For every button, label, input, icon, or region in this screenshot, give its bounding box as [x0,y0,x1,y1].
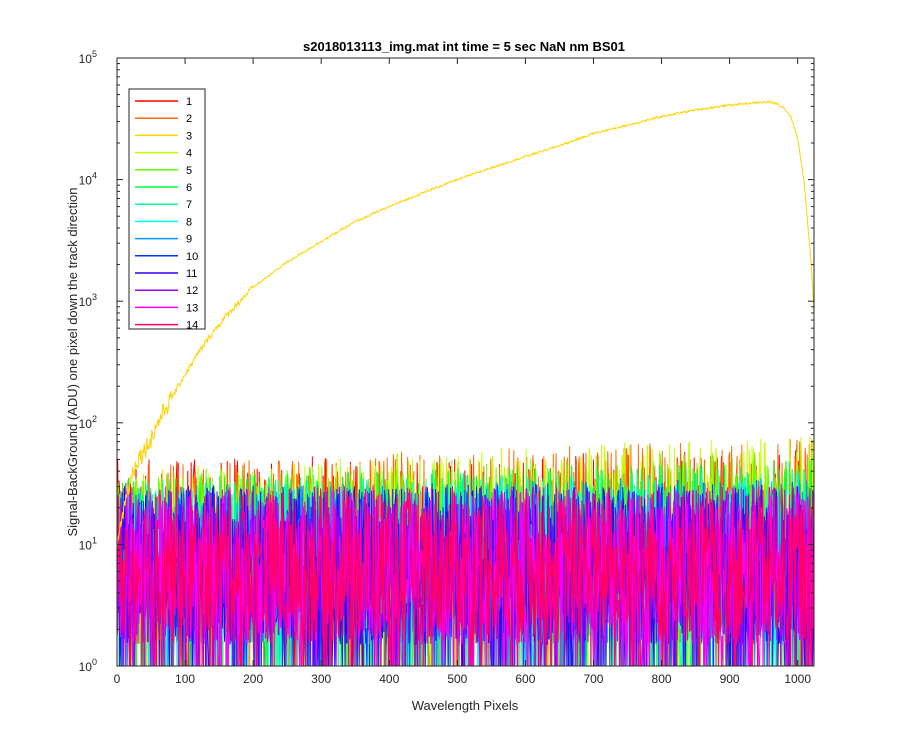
legend-entry-10: 10 [135,251,198,263]
x-tick-label-400: 400 [379,672,399,686]
legend-entry-9: 9 [135,234,192,246]
plot-area [116,57,815,667]
tick-layer [116,57,814,667]
x-axis-label: Wavelength Pixels [412,698,519,713]
x-tick-label-700: 700 [583,672,603,686]
legend-label-9: 9 [186,234,192,246]
legend-label-3: 3 [186,130,192,142]
legend-label-4: 4 [186,148,192,160]
x-tick-label-100: 100 [175,672,195,686]
legend-entry-1: 1 [135,96,192,108]
legend-label-1: 1 [186,96,192,108]
series-layer [117,100,814,666]
legend-entry-14: 14 [135,320,198,332]
x-tick-label-0: 0 [114,672,121,686]
legend-label-5: 5 [186,165,192,177]
chart-title: s2018013113_img.mat int time = 5 sec NaN… [303,39,625,54]
x-tick-label-200: 200 [243,672,263,686]
legend-label-8: 8 [186,216,192,228]
legend-label-11: 11 [186,268,197,280]
series-line-3 [117,100,814,552]
x-tick-labels: 0 100 200 300 400 500 600 700 800 900 1000 [114,672,812,686]
x-tick-label-600: 600 [515,672,535,686]
x-tick-label-1000: 1000 [784,672,811,686]
legend-entry-4: 4 [135,148,192,160]
legend-entry-5: 5 [135,165,192,177]
legend-entry-11: 11 [135,268,197,280]
legend-entry-7: 7 [135,199,192,211]
legend-entry-3: 3 [135,130,192,142]
legend-label-7: 7 [186,199,192,211]
legend-box [128,88,206,330]
legend-label-13: 13 [186,302,198,314]
legend-label-12: 12 [186,285,198,297]
legend-label-2: 2 [186,113,192,125]
series-line-14 [117,485,814,666]
x-tick-label-300: 300 [311,672,331,686]
legend-label-6: 6 [186,182,192,194]
x-tick-label-800: 800 [652,672,672,686]
y-axis-label: Signal-BackGround (ADU) one pixel down t… [65,187,80,536]
plot-frame [116,57,815,667]
legend-entry-2: 2 [135,113,192,125]
x-tick-label-500: 500 [447,672,467,686]
legend-entry-13: 13 [135,302,198,314]
legend-label-10: 10 [186,251,198,263]
legend-label-14: 14 [186,320,198,332]
legend-entry-6: 6 [135,182,192,194]
x-tick-label-900: 900 [720,672,740,686]
legend-entry-12: 12 [135,285,198,297]
legend-entry-8: 8 [135,216,192,228]
